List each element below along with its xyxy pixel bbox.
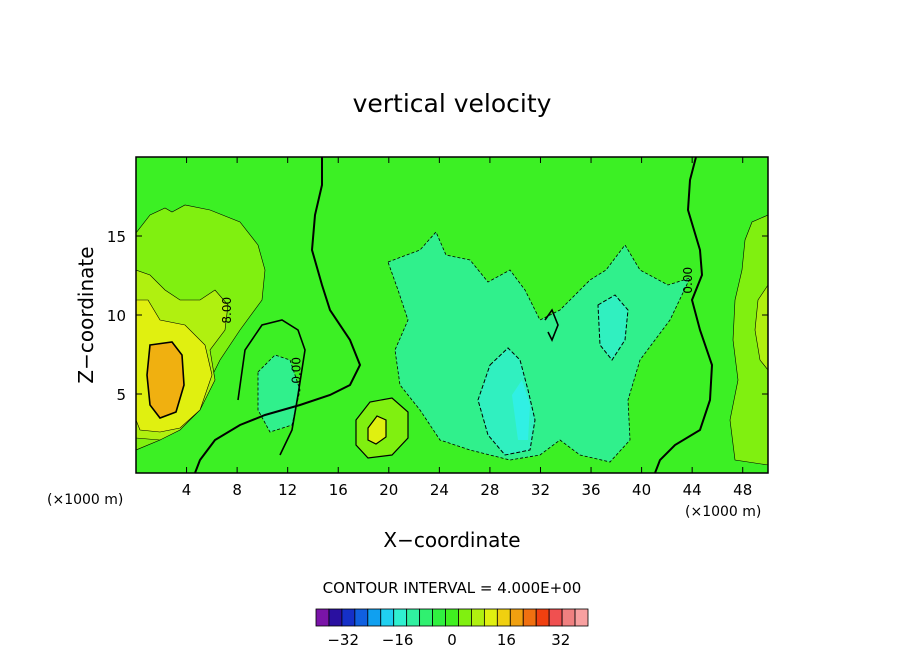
contour-interval-label: CONTOUR INTERVAL = 4.000E+00: [323, 579, 582, 597]
zero-contour-mid: [544, 308, 559, 342]
contour-field: [135, 156, 769, 474]
colorbar-swatch: [393, 608, 408, 627]
colorbar-swatch: [419, 608, 433, 627]
y-tick-label: 5: [116, 386, 126, 404]
colorbar-swatch: [471, 608, 485, 627]
x-tick-label: 32: [531, 481, 550, 499]
colorbar-swatch: [509, 608, 524, 627]
x-axis-label: X−coordinate: [383, 528, 520, 552]
field-pos-blob-19-core: [367, 415, 387, 445]
y-axis: 5 10 15: [107, 228, 768, 404]
x-tick-label: 4: [182, 481, 192, 499]
colorbar-swatch: [328, 608, 343, 627]
colorbar-tick-label: 0: [447, 631, 457, 649]
x-axis: 4 8 12 16 20 24 28 32 36 40 44 48: [182, 157, 752, 499]
zero-contour-left-loop: [237, 319, 306, 456]
colorbar-swatch: [535, 608, 550, 627]
x-tick-label: 12: [278, 481, 297, 499]
x-tick-label: 28: [480, 481, 499, 499]
field-pos-right-core: [754, 284, 768, 371]
colorbar-tick-label: −32: [327, 631, 359, 649]
field-neg-left-pocket: [257, 354, 301, 433]
chart-title: vertical velocity: [353, 89, 552, 118]
zero-contour-left: [194, 157, 362, 473]
colorbar-tick-label: 32: [551, 631, 570, 649]
colorbar-swatch: [445, 608, 459, 627]
colorbar-swatch: [367, 608, 382, 627]
x-tick-label: 16: [329, 481, 348, 499]
colorbar-swatch: [354, 608, 369, 627]
contour-label: 0.00: [681, 267, 695, 294]
colorbar-swatch: [483, 608, 498, 627]
field-neg-center: [387, 231, 691, 463]
colorbar-swatch: [574, 608, 589, 627]
x-tick-label: 24: [430, 481, 449, 499]
x-unit-left: (×1000 m): [47, 492, 123, 508]
colorbar-swatch: [380, 608, 395, 627]
colorbar-swatch: [458, 608, 472, 627]
colorbar-tick-label: −16: [382, 631, 414, 649]
colorbar-swatch: [561, 608, 576, 627]
field-pos-region-16: [146, 341, 185, 419]
field-neg-core-c: [512, 380, 530, 440]
x-tick-label: 44: [683, 481, 702, 499]
x-tick-label: 20: [379, 481, 398, 499]
y-tick-label: 10: [107, 307, 126, 325]
contour-label: 0.00: [289, 357, 303, 384]
colorbar-tick-label: 16: [497, 631, 516, 649]
zero-contour-right: [654, 157, 714, 473]
colorbar-swatch: [522, 608, 537, 627]
colorbar-swatch: [315, 608, 330, 627]
contour-labels: 8.00 0.00 0.00: [220, 267, 695, 384]
x-tick-label: 36: [581, 481, 600, 499]
x-tick-label: 8: [232, 481, 242, 499]
colorbar-swatch: [432, 608, 446, 627]
y-axis-label: Z−coordinate: [74, 246, 98, 383]
x-unit-right: (×1000 m): [685, 504, 761, 520]
colorbar-swatch: [341, 608, 356, 627]
colorbar-swatch: [406, 608, 421, 627]
field-pos-right-edge: [729, 214, 768, 466]
x-tick-label: 40: [632, 481, 651, 499]
colorbar: −32 −16 0 16 32: [315, 608, 589, 649]
contour-label: 8.00: [220, 297, 234, 324]
y-tick-label: 15: [107, 228, 126, 246]
x-tick-label: 48: [733, 481, 752, 499]
field-neg-core-b: [597, 294, 629, 361]
colorbar-swatch: [548, 608, 563, 627]
colorbar-swatch: [496, 608, 511, 627]
